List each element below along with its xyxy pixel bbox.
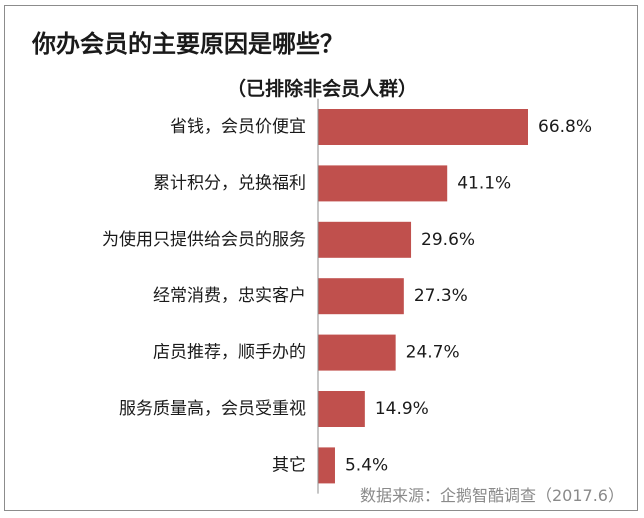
value-label-3: 27.3% (414, 286, 468, 306)
category-label-2: 为使用只提供给会员的服务 (102, 229, 306, 250)
bar-2 (318, 221, 412, 258)
category-label-3: 经常消费，忠实客户 (153, 286, 306, 306)
bar-3 (318, 278, 404, 315)
value-label-6: 5.4% (345, 455, 388, 475)
value-label-4: 24.7% (406, 343, 460, 363)
source-note: 数据来源：企鹅智酷调查（2017.6） (360, 486, 624, 505)
category-label-5: 服务质量高，会员受重视 (119, 399, 306, 419)
category-label-0: 省钱，会员价便宜 (170, 117, 306, 137)
category-labels: 省钱，会员价便宜累计积分，兑换福利为使用只提供给会员的服务经常消费，忠实客户店员… (102, 117, 306, 475)
value-label-5: 14.9% (375, 399, 429, 419)
bar-6 (318, 447, 335, 484)
chart-subtitle: （已排除非会员人群） (226, 78, 417, 100)
value-label-1: 41.1% (457, 173, 511, 193)
category-label-4: 店员推荐，顺手办的 (153, 343, 306, 363)
bar-0 (318, 109, 528, 145)
category-label-6: 其它 (272, 455, 306, 475)
value-labels: 66.8% 41.1% 29.6% 27.3% 24.7% 14.9% 5.4% (345, 117, 592, 475)
bar-5 (318, 391, 365, 427)
bar-1 (318, 165, 448, 202)
value-label-2: 29.6% (421, 230, 475, 250)
bar-group (318, 109, 528, 484)
category-label-1: 累计积分，兑换福利 (153, 173, 306, 193)
bar-4 (318, 334, 396, 371)
chart-title: 你办会员的主要原因是哪些？ (32, 30, 344, 58)
value-label-0: 66.8% (538, 117, 592, 137)
